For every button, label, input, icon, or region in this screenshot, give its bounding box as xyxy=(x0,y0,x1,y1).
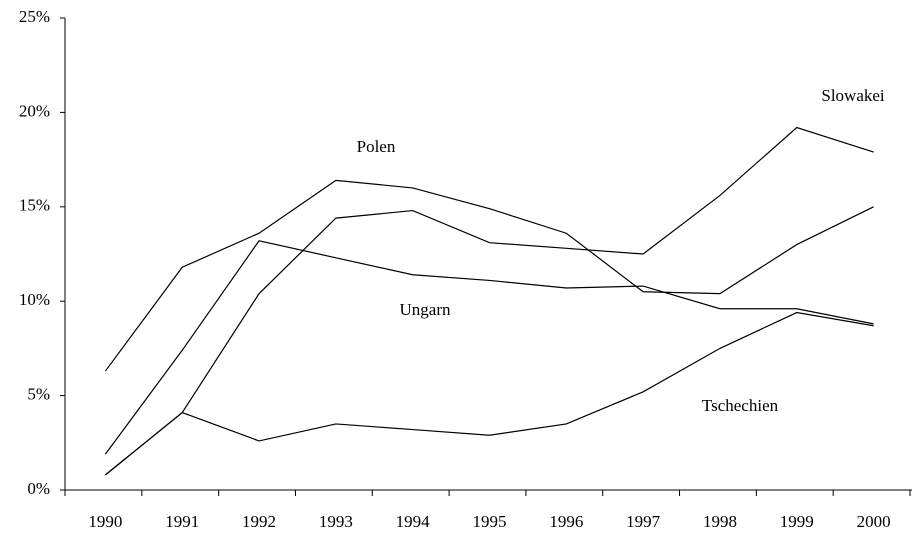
series-label: Tschechien xyxy=(702,396,779,415)
x-tick-label: 1991 xyxy=(165,512,199,531)
series-line xyxy=(104,240,874,455)
series-label: Polen xyxy=(357,137,396,156)
x-tick-label: 1996 xyxy=(549,512,583,531)
y-tick-label: 0% xyxy=(27,479,50,498)
x-tick-label: 1998 xyxy=(703,512,737,531)
series-line xyxy=(105,126,874,476)
y-tick-label: 25% xyxy=(19,7,50,26)
series-line xyxy=(104,179,874,372)
series-label: Ungarn xyxy=(400,300,451,319)
x-tick-label: 1997 xyxy=(626,512,661,531)
x-tick-label: 2000 xyxy=(857,512,891,531)
x-tick-label: 1994 xyxy=(396,512,431,531)
x-tick-label: 1999 xyxy=(780,512,814,531)
y-tick-label: 20% xyxy=(19,101,50,120)
y-tick-label: 15% xyxy=(19,196,50,215)
x-tick-label: 1990 xyxy=(88,512,122,531)
x-tick-label: 1993 xyxy=(319,512,353,531)
x-tick-label: 1995 xyxy=(473,512,507,531)
y-tick-label: 10% xyxy=(19,290,50,309)
series-label: Slowakei xyxy=(821,86,885,105)
x-tick-label: 1992 xyxy=(242,512,276,531)
series-line xyxy=(105,311,874,476)
y-tick-label: 5% xyxy=(27,385,50,404)
